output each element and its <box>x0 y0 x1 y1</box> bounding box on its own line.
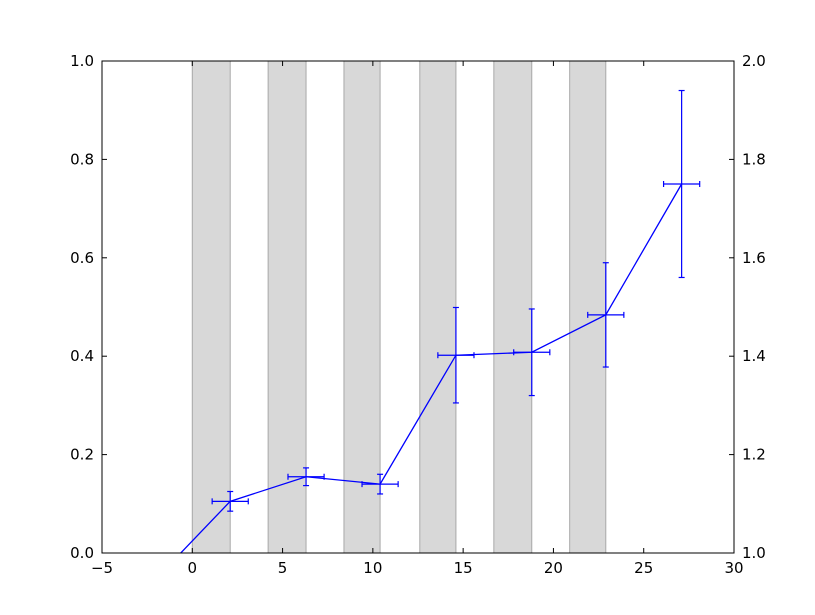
series-layer <box>179 89 701 553</box>
y-tick-label: 0.4 <box>70 347 94 365</box>
x-tick-label: −5 <box>91 559 113 577</box>
y2-tick-label: 1.0 <box>742 544 766 562</box>
x-tick-label: 15 <box>454 559 473 577</box>
y2-tick-label: 1.8 <box>742 150 766 168</box>
shaded-band-5 <box>569 60 607 554</box>
y-tick-label: 1.0 <box>70 52 94 70</box>
x-tick-label: 30 <box>724 559 743 577</box>
x-tick-label: 10 <box>363 559 382 577</box>
x-tick-label: 0 <box>188 559 198 577</box>
shaded-band-1 <box>267 60 307 554</box>
y2-tick-label: 1.4 <box>742 347 766 365</box>
plot-frame <box>101 60 735 554</box>
shaded-band-0 <box>191 60 231 554</box>
x-tick-label: 25 <box>634 559 653 577</box>
series-line <box>179 183 683 553</box>
shaded-bands <box>191 60 607 554</box>
y2-tick-label: 1.2 <box>742 446 766 464</box>
x-tick-label: 20 <box>544 559 563 577</box>
y-tick-label: 0.6 <box>70 249 94 267</box>
y2-tick-label: 1.6 <box>742 249 766 267</box>
y-tick-label: 0.2 <box>70 446 94 464</box>
y-tick-label: 0.8 <box>70 150 94 168</box>
shaded-band-2 <box>343 60 381 554</box>
shaded-band-3 <box>419 60 457 554</box>
y2-tick-label: 2.0 <box>742 52 766 70</box>
y-tick-label: 0.0 <box>70 544 94 562</box>
shaded-band-4 <box>493 60 533 554</box>
series-0 <box>179 89 701 553</box>
ticks-layer: −5 0 5 10 15 20 25 30 0.0 0.2 0.4 0.6 0.8 1.0 1.0 1.2 1.… <box>70 52 766 577</box>
x-tick-label: 5 <box>278 559 288 577</box>
